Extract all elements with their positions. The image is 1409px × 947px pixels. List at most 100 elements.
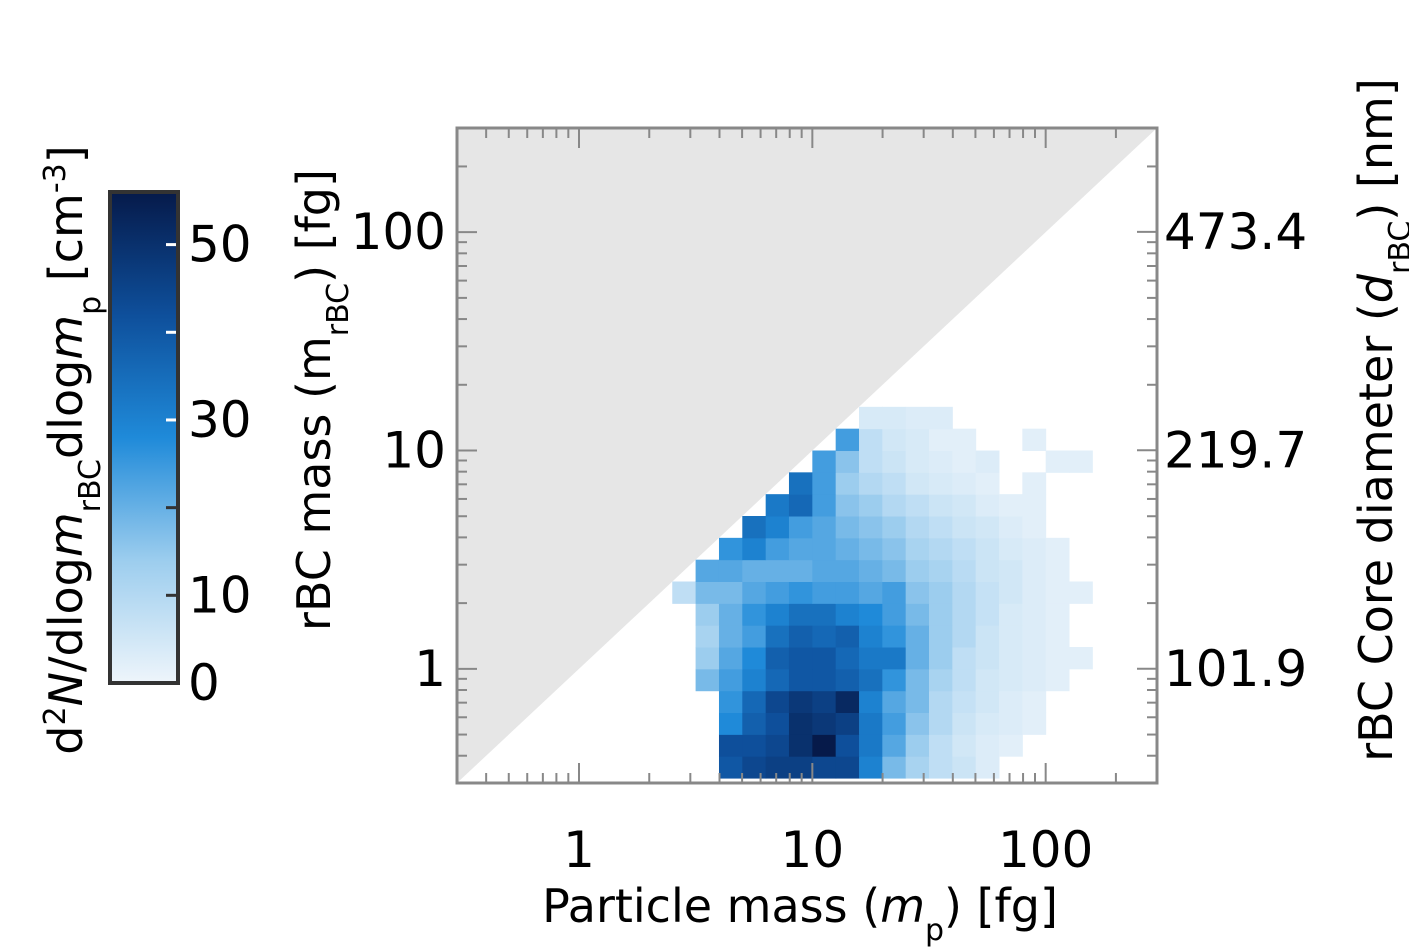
heatmap-cell — [1045, 668, 1070, 692]
heatmap-cell — [999, 690, 1023, 713]
cb-label-part: N — [39, 672, 93, 706]
heatmap-cell — [952, 690, 977, 713]
heatmap-cell — [765, 625, 790, 648]
heatmap-cell — [859, 756, 883, 779]
heatmap-cell — [1022, 603, 1047, 626]
heatmap-cell — [835, 494, 860, 517]
heatmap-cell — [999, 603, 1023, 626]
heatmap-cell — [905, 450, 930, 473]
x-axis-label: Particle mass (mp) [fg] — [542, 879, 1058, 947]
heatmap-cell — [952, 625, 977, 648]
heatmap-cell — [1045, 603, 1070, 626]
heatmap-cell — [859, 494, 883, 517]
y2-label-part: ) [nm] — [1349, 78, 1403, 220]
heatmap-cell — [999, 537, 1023, 561]
y2-label-part: d — [1349, 273, 1403, 303]
heatmap-cell — [975, 734, 1000, 757]
heatmap-cell — [742, 581, 767, 604]
x-tick-label: 10 — [781, 821, 845, 879]
heatmap-cell — [812, 494, 837, 517]
x-label-part: p — [925, 913, 944, 947]
heatmap-cell — [742, 668, 767, 692]
heatmap-cell — [859, 625, 883, 648]
heatmap-cell — [718, 668, 743, 692]
heatmap-cell — [1022, 646, 1047, 670]
heatmap-cell — [975, 756, 1000, 779]
heatmap-cell — [835, 734, 860, 757]
heatmap-cell — [788, 516, 813, 539]
heatmap-cell — [1045, 450, 1070, 473]
heatmap-cell — [742, 690, 767, 713]
heatmap-cell — [812, 734, 837, 757]
heatmap-cell — [812, 603, 837, 626]
heatmap-cell — [788, 559, 813, 583]
heatmap-cell — [742, 559, 767, 583]
heatmap-cell — [999, 712, 1023, 735]
heatmap-cell — [882, 690, 907, 713]
heatmap-cell — [765, 690, 790, 713]
heatmap-cell — [718, 646, 743, 670]
heatmap-cell — [905, 625, 930, 648]
heatmap-cell — [905, 494, 930, 517]
heatmap-cell — [882, 428, 907, 452]
heatmap-cell — [952, 428, 977, 452]
heatmap-cell — [975, 450, 1000, 473]
heatmap-cell — [788, 734, 813, 757]
y-label-part: rBC mass (m — [287, 336, 341, 631]
heatmap-cell — [952, 734, 977, 757]
heatmap-cell — [859, 712, 883, 735]
cb-label-part: m — [39, 315, 93, 360]
cb-label-part: [cm — [39, 193, 93, 296]
x-label-part: Particle mass ( — [542, 879, 880, 933]
heatmap-cell — [695, 668, 720, 692]
heatmap-cell — [928, 690, 953, 713]
heatmap-cell — [1022, 625, 1047, 648]
heatmap-cell — [788, 646, 813, 670]
heatmap-cell — [718, 625, 743, 648]
heatmap-cell — [975, 646, 1000, 670]
heatmap-cell — [859, 690, 883, 713]
heatmap-cell — [928, 712, 953, 735]
plot-frame — [455, 126, 1159, 785]
heatmap-cell — [835, 668, 860, 692]
cb-label-part: rBC — [73, 459, 108, 512]
heatmap-cell — [952, 712, 977, 735]
heatmap-cell — [952, 559, 977, 583]
cb-label-part: /dlog — [39, 557, 93, 672]
heatmap-cell — [812, 516, 837, 539]
heatmap-cell — [765, 646, 790, 670]
heatmap-cell — [1022, 712, 1047, 735]
heatmap-cell — [1045, 625, 1070, 648]
heatmap-cell — [975, 494, 1000, 517]
heatmap-cell — [812, 756, 837, 779]
heatmap-cell — [952, 472, 977, 495]
heatmap-cell — [1022, 581, 1047, 604]
heatmap-cell — [928, 559, 953, 583]
heatmap-cell — [742, 537, 767, 561]
heatmap-cell — [905, 668, 930, 692]
heatmap-cell — [812, 625, 837, 648]
heatmap-cell — [999, 646, 1023, 670]
heatmap-cell — [975, 581, 1000, 604]
heatmap-cell — [1045, 646, 1070, 670]
heatmap-cell — [975, 516, 1000, 539]
x-tick-label: 100 — [998, 821, 1093, 879]
colorbar — [108, 190, 180, 685]
heatmap-cell — [1069, 646, 1093, 670]
colorbar-tick-label: 10 — [188, 566, 252, 624]
heatmap-cell — [882, 756, 907, 779]
heatmap-cell — [765, 603, 790, 626]
y2-tick-label: 219.7 — [1164, 421, 1307, 479]
heatmap-cell — [812, 450, 837, 473]
heatmap-cell — [812, 537, 837, 561]
heatmap-cell — [975, 625, 1000, 648]
heatmap-cell — [928, 625, 953, 648]
heatmap-cell — [695, 559, 720, 583]
heatmap-cell — [835, 690, 860, 713]
heatmap-cell — [999, 581, 1023, 604]
heatmap-cell — [835, 537, 860, 561]
heatmap-cell — [1022, 537, 1047, 561]
heatmap-cell — [742, 603, 767, 626]
heatmap-cell — [788, 494, 813, 517]
heatmap-cell — [882, 559, 907, 583]
